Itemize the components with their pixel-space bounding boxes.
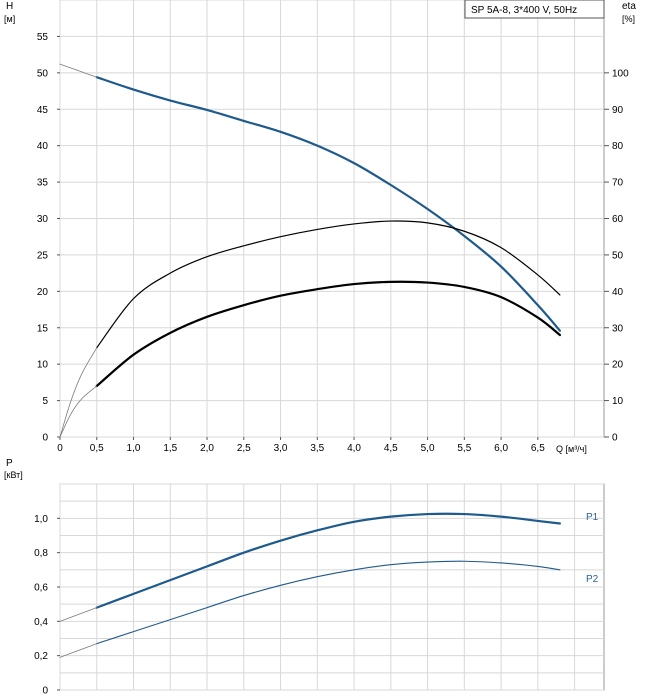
left-tick-label: 30 (37, 214, 49, 225)
right-tick-label: 10 (612, 396, 624, 407)
left-axis-unit: [м] (4, 14, 15, 24)
x-tick-label: 6,0 (494, 443, 508, 454)
power-tick-label: 0,2 (34, 651, 48, 662)
right-tick-label: 80 (612, 141, 624, 152)
power-axis-unit: [кВт] (4, 470, 23, 480)
x-tick-label: 5,5 (457, 443, 471, 454)
x-axis-label: Q [м³/ч] (556, 444, 587, 454)
top-series (59, 63, 561, 438)
x-tick-label: 2,0 (200, 443, 214, 454)
right-tick-label: 90 (612, 105, 624, 116)
bottom-series-line-3 (59, 643, 98, 658)
bottom-series (59, 512, 561, 658)
bottom-series-line-0 (95, 512, 561, 609)
x-tick-label: 5,0 (421, 443, 435, 454)
x-tick-label: 2,5 (237, 443, 251, 454)
bottom-series-line-2 (96, 560, 561, 645)
left-tick-label: 10 (37, 360, 49, 371)
right-tick-label: 60 (612, 214, 624, 225)
top-chart: 0 0,5 1,0 1,5 2,0 2,5 3,0 3,5 4,0 4,5 5,0 5,5 6,0 6,5… (4, 0, 636, 454)
legend-box (464, 0, 605, 19)
top-series-line-3 (59, 347, 98, 438)
left-tick-label: 55 (37, 32, 49, 43)
right-axis-label: eta (622, 1, 636, 12)
right-tick-label: 0 (612, 433, 618, 444)
left-tick-label: 5 (42, 396, 48, 407)
left-tick-label: 20 (37, 287, 49, 298)
top-series-line-0 (95, 76, 561, 332)
right-tick-label: 20 (612, 360, 624, 371)
left-tick-label: 25 (37, 250, 49, 261)
x-tick-label: 3,5 (310, 443, 324, 454)
left-tick-label: 0 (42, 433, 48, 444)
power-axis-label: P (6, 458, 13, 469)
p1-label: P1 (586, 512, 599, 523)
left-tick-label: 50 (37, 68, 49, 79)
right-tick-label: 30 (612, 323, 624, 334)
top-series-line-1 (59, 63, 98, 78)
x-tick-label: 1,5 (163, 443, 177, 454)
top-series-line-5 (59, 385, 98, 438)
x-tick-label: 6,5 (531, 443, 545, 454)
right-axis-unit: [%] (622, 14, 635, 24)
power-tick-label: 0 (42, 686, 48, 697)
left-tick-label: 40 (37, 141, 49, 152)
power-tick-label: 1,0 (34, 514, 48, 525)
right-tick-label: 50 (612, 250, 624, 261)
x-tick-label: 1,0 (127, 443, 141, 454)
x-tick-label: 0,5 (90, 443, 104, 454)
power-tick-label: 0,6 (34, 583, 48, 594)
top-axes: 0 0,5 1,0 1,5 2,0 2,5 3,0 3,5 4,0 4,5 5,0 5,5 6,0 6,5… (37, 32, 629, 454)
left-tick-label: 35 (37, 178, 49, 189)
left-axis-label: H (6, 1, 13, 12)
bottom-chart: 0 0,2 0,4 0,6 0,8 1,0 P [кВт] P1 P2 (4, 458, 605, 697)
legend-text: SP 5A-8, 3*400 V, 50Hz (471, 5, 577, 16)
right-tick-label: 70 (612, 178, 624, 189)
power-tick-label: 0,4 (34, 617, 48, 628)
top-grid (59, 0, 604, 438)
p2-label: P2 (586, 574, 599, 585)
x-tick-label: 3,0 (274, 443, 288, 454)
right-tick-label: 100 (612, 68, 629, 79)
left-tick-label: 15 (37, 323, 49, 334)
power-tick-label: 0,8 (34, 548, 48, 559)
x-tick-label: 4,0 (347, 443, 361, 454)
x-tick-label: 4,5 (384, 443, 398, 454)
top-series-line-4 (95, 280, 561, 388)
bottom-series-line-1 (59, 607, 98, 622)
bottom-axes: 0 0,2 0,4 0,6 0,8 1,0 (34, 514, 60, 697)
left-tick-label: 45 (37, 105, 49, 116)
right-tick-label: 40 (612, 287, 624, 298)
x-tick-label: 0 (57, 443, 63, 454)
top-series-line-2 (96, 220, 561, 349)
